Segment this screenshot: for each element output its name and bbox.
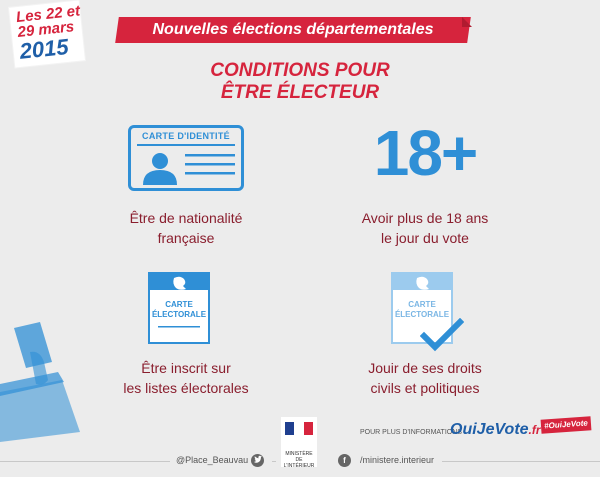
marianne-silhouette-icon <box>416 276 429 290</box>
date-year: 2015 <box>18 33 70 64</box>
ministry-logo <box>281 417 317 467</box>
voter-card-lines <box>158 326 200 328</box>
voter-card-icon: CARTE ÉLECTORALE <box>148 272 210 344</box>
header-banner-text: Nouvelles élections départementales <box>152 21 434 38</box>
twitter-icon[interactable] <box>251 454 264 467</box>
caption-line: Avoir plus de 18 ans <box>361 210 489 226</box>
caption-line: française <box>157 230 215 246</box>
caption-line: civils et politiques <box>370 380 480 396</box>
id-card-icon: CARTE D'IDENTITÉ <box>128 125 244 191</box>
caption-line: Être inscrit sur <box>141 360 231 376</box>
page-title: CONDITIONS POUR ÊTRE ÉLECTEUR <box>150 60 450 104</box>
title-line-1: CONDITIONS POUR <box>210 60 390 81</box>
age-18-plus: 18+ <box>373 117 479 189</box>
footer-divider-right <box>442 461 600 462</box>
site-name: OuiJeVote <box>450 421 529 438</box>
facebook-handle[interactable]: /ministere.interieur <box>360 455 435 465</box>
voter-card-label-line: CARTE <box>408 300 436 309</box>
id-card-graphics <box>143 153 235 185</box>
condition-caption-rights: Jouir de ses droits civils et politiques <box>330 358 520 398</box>
caption-line: Être de nationalité <box>129 210 243 226</box>
facebook-icon[interactable]: f <box>338 454 351 467</box>
title-line-2: ÊTRE ÉLECTEUR <box>220 82 380 103</box>
ballot-box-icon <box>0 322 80 442</box>
condition-caption-registered: Être inscrit sur les listes électorales <box>96 358 276 398</box>
voter-card-check-icon: CARTE ÉLECTORALE <box>391 272 453 344</box>
voter-card-label: CARTE ÉLECTORALE <box>393 300 451 320</box>
id-card-divider <box>137 144 235 146</box>
ministry-line: L'INTÉRIEUR <box>283 463 315 469</box>
info-label: POUR PLUS D'INFORMATIONS : <box>360 429 466 436</box>
condition-caption-nationality: Être de nationalité française <box>96 208 276 248</box>
check-mark-icon <box>420 318 464 352</box>
date-badge: Les 22 et 29 mars 2015 <box>9 0 85 68</box>
twitter-handle[interactable]: @Place_Beauvau <box>176 455 249 465</box>
hashtag-badge[interactable]: #OuiJeVote <box>540 416 592 434</box>
caption-line: Jouir de ses droits <box>368 360 482 376</box>
ministry-line: DE <box>295 457 303 463</box>
ministry-line: MINISTÈRE <box>285 451 313 457</box>
voter-card-label-line: ÉLECTORALE <box>394 310 450 319</box>
ministry-name: MINISTÈRE DE L'INTÉRIEUR <box>276 451 322 469</box>
voter-card-label-line: ÉLECTORALE <box>151 310 207 319</box>
banner-fold <box>462 17 472 27</box>
site-tld: .fr <box>528 423 541 437</box>
caption-line: les listes électorales <box>123 380 249 396</box>
marianne-silhouette-icon <box>173 276 186 290</box>
condition-caption-age: Avoir plus de 18 ans le jour du vote <box>330 208 520 248</box>
caption-line: le jour du vote <box>381 230 469 246</box>
voter-card-label-line: CARTE <box>165 300 193 309</box>
site-link[interactable]: OuiJeVote.fr <box>450 421 541 439</box>
voter-card-label: CARTE ÉLECTORALE <box>150 300 208 320</box>
footer-divider-mid <box>272 461 276 462</box>
id-card-label: CARTE D'IDENTITÉ <box>142 131 230 141</box>
footer-divider-left <box>0 461 170 462</box>
twitter-bird-icon <box>254 455 262 463</box>
french-flag-icon <box>285 422 313 435</box>
